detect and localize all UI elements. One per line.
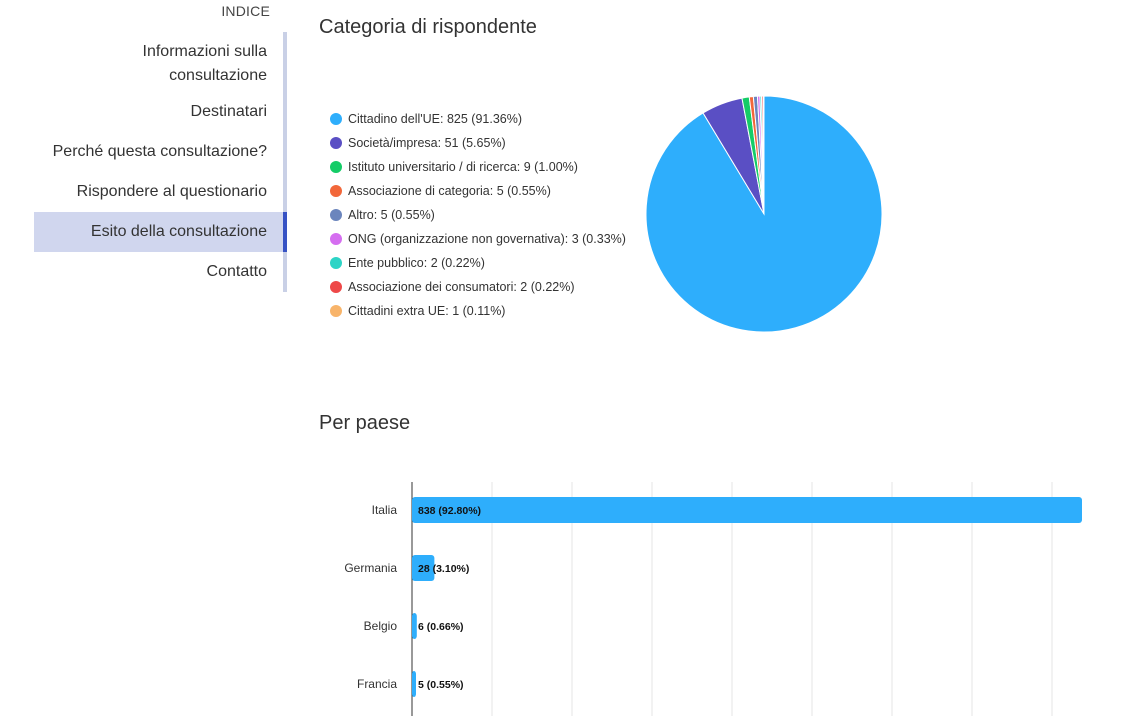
toc-item-label: Rispondere al questionario [76, 183, 267, 200]
legend-item[interactable]: ONG (organizzazione non governativa): 3 … [330, 227, 626, 251]
toc-item-label-line2: consultazione [169, 67, 267, 84]
legend-swatch [330, 161, 342, 173]
pie-chart-title: Categoria di rispondente [319, 16, 537, 38]
bar-category-label: Italia [372, 503, 398, 517]
bar-value-label: 5 (0.55%) [418, 679, 464, 691]
legend-item[interactable]: Cittadino dell'UE: 825 (91.36%) [330, 107, 626, 131]
bar-category-label: Francia [357, 677, 397, 691]
pie-slice [762, 95, 765, 215]
bar [412, 555, 435, 581]
legend-item[interactable]: Cittadini extra UE: 1 (0.11%) [330, 299, 626, 323]
legend-label: Cittadini extra UE: 1 (0.11%) [348, 304, 506, 318]
bar [412, 613, 417, 639]
toc-item-perche[interactable]: Perché questa consultazione? [34, 132, 287, 172]
bar-category-label: Belgio [364, 619, 398, 633]
toc-item-informazioni[interactable]: Informazioni sulla consultazione [34, 32, 287, 92]
toc-item-label: Esito della consultazione [90, 223, 267, 240]
bar-value-label: 28 (3.10%) [418, 563, 469, 575]
legend-label: Altro: 5 (0.55%) [348, 208, 435, 222]
legend-swatch [330, 305, 342, 317]
legend-label: Società/impresa: 51 (5.65%) [348, 136, 506, 150]
bar-value-label: 6 (0.66%) [418, 621, 464, 633]
legend-swatch [330, 281, 342, 293]
legend-label: Associazione dei consumatori: 2 (0.22%) [348, 280, 575, 294]
toc-item-label: Perché questa consultazione? [52, 143, 267, 160]
legend-label: Associazione di categoria: 5 (0.55%) [348, 184, 551, 198]
bar [412, 497, 1082, 523]
toc-item-label-line1: Informazioni sulla [142, 43, 268, 60]
legend-swatch [330, 233, 342, 245]
toc-item-destinatari[interactable]: Destinatari [34, 92, 287, 132]
legend-label: Ente pubblico: 2 (0.22%) [348, 256, 485, 270]
legend-label: Cittadino dell'UE: 825 (91.36%) [348, 112, 523, 126]
toc-item-label: Destinatari [190, 103, 267, 120]
bar [412, 671, 416, 697]
toc-item-esito[interactable]: Esito della consultazione [34, 212, 287, 252]
legend-swatch [330, 185, 342, 197]
toc-heading: INDICE [221, 3, 270, 19]
legend-swatch [330, 137, 342, 149]
legend-item[interactable]: Associazione dei consumatori: 2 (0.22%) [330, 275, 626, 299]
table-of-contents: Informazioni sulla consultazione Destina… [34, 32, 287, 292]
bar-value-label: 838 (92.80%) [418, 505, 481, 517]
pie-chart [645, 95, 883, 333]
legend-swatch [330, 209, 342, 221]
toc-item-rispondere[interactable]: Rispondere al questionario [34, 172, 287, 212]
toc-item-label: Contatto [206, 263, 267, 280]
legend-item[interactable]: Associazione di categoria: 5 (0.55%) [330, 179, 626, 203]
legend-item[interactable]: Istituto universitario / di ricerca: 9 (… [330, 155, 626, 179]
legend-item[interactable]: Società/impresa: 51 (5.65%) [330, 131, 626, 155]
pie-legend: Cittadino dell'UE: 825 (91.36%) Società/i… [330, 107, 626, 323]
bar-category-label: Germania [344, 561, 397, 575]
legend-label: ONG (organizzazione non governativa): 3 … [348, 232, 626, 246]
legend-swatch [330, 257, 342, 269]
legend-item[interactable]: Altro: 5 (0.55%) [330, 203, 626, 227]
legend-swatch [330, 113, 342, 125]
toc-item-contatto[interactable]: Contatto [34, 252, 287, 292]
bar-chart: Italia 838 (92.80%) Germania 28 (3.10%) Belg… [344, 482, 1082, 716]
legend-label: Istituto universitario / di ricerca: 9 (… [348, 160, 578, 174]
bar-chart-title: Per paese [319, 412, 411, 434]
legend-item[interactable]: Ente pubblico: 2 (0.22%) [330, 251, 626, 275]
